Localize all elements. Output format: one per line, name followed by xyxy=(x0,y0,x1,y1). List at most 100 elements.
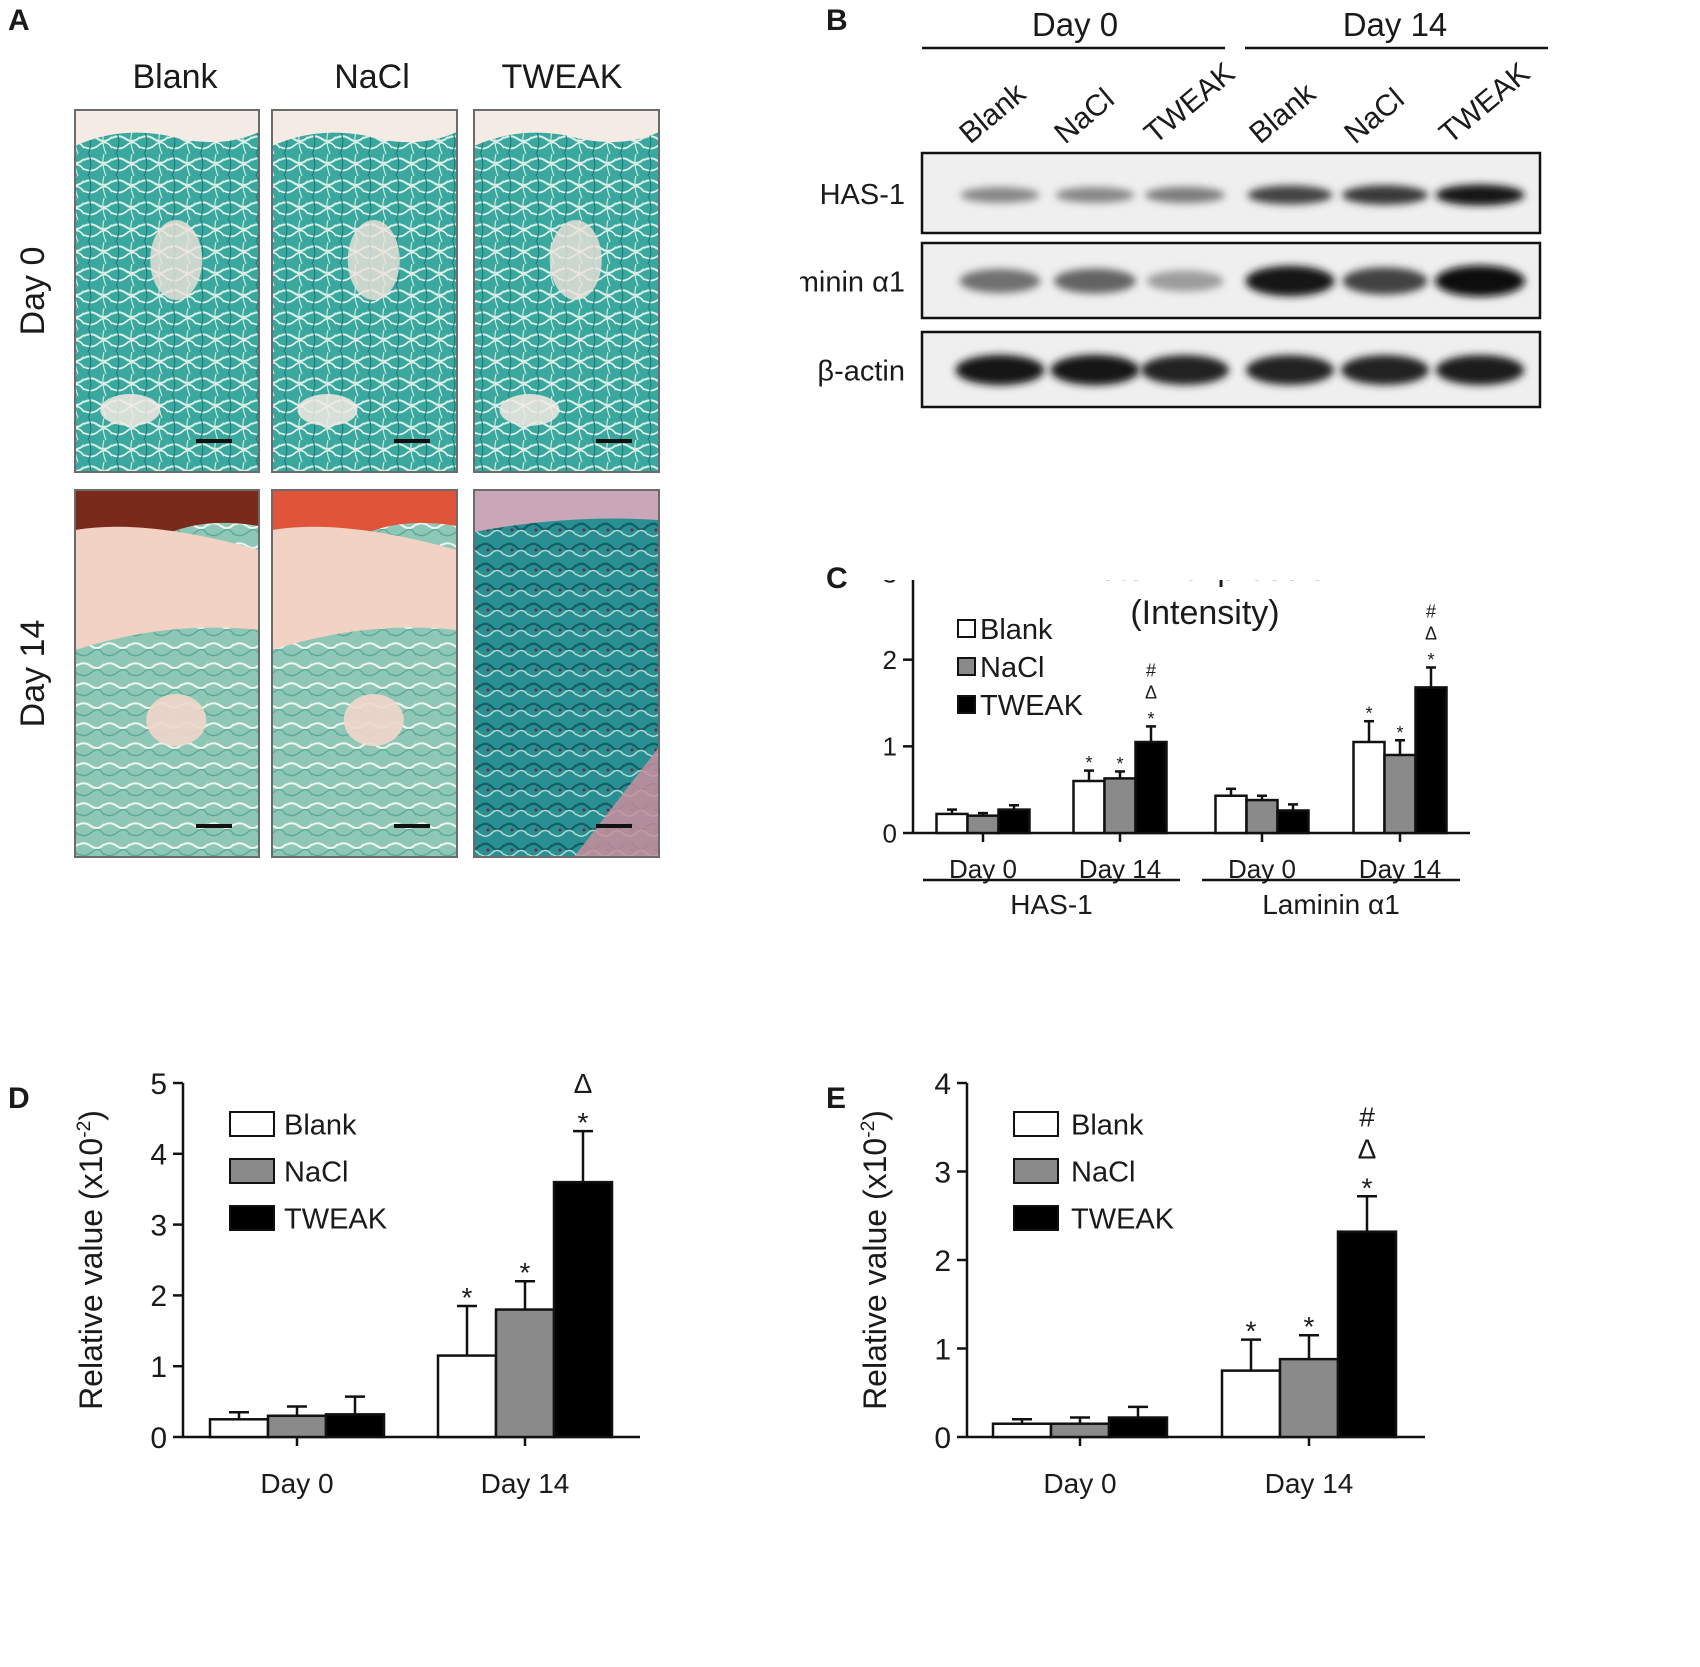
blot-has-1: HAS-1 xyxy=(820,151,1542,235)
scale-bar xyxy=(596,824,632,828)
legend-label-tweak: TWEAK xyxy=(980,690,1084,722)
bar-nacl xyxy=(966,814,1000,835)
pale-region xyxy=(297,394,358,426)
y-tick-label: 4 xyxy=(934,1070,951,1101)
legend-swatch-nacl xyxy=(957,657,976,676)
bar-nacl xyxy=(494,1308,556,1439)
blot-band xyxy=(1342,267,1428,295)
blot-row-label: Laminin α1 xyxy=(800,267,905,299)
column-label-tweak: TWEAK xyxy=(502,58,623,96)
legend-swatch-nacl xyxy=(229,1158,275,1184)
bar-tweak xyxy=(1336,1230,1398,1439)
legend-label-blank: Blank xyxy=(1071,1109,1144,1141)
image-border xyxy=(271,489,458,858)
legend-label-blank: Blank xyxy=(980,614,1053,646)
significance-mark: * xyxy=(1365,704,1372,724)
blot-band xyxy=(1435,265,1525,297)
histology-panel: Blank NaCl TWEAK Day 0 Day 14 xyxy=(14,58,660,858)
bar-tweak xyxy=(1414,686,1448,835)
y-tick-label: 2 xyxy=(883,645,897,675)
bar-nacl xyxy=(1383,753,1417,835)
panel-c-letter: C xyxy=(826,562,848,595)
bar-blank xyxy=(208,1418,270,1439)
blot-band xyxy=(1054,268,1136,294)
significance-mark: * xyxy=(1085,753,1092,773)
bar-nacl xyxy=(1049,1422,1111,1439)
legend-label-nacl: NaCl xyxy=(284,1156,348,1188)
bar-nacl xyxy=(266,1414,328,1439)
scale-bar xyxy=(596,439,632,443)
blot-band xyxy=(1247,185,1333,205)
legend-swatch-blank xyxy=(1013,1111,1059,1137)
significance-mark: * xyxy=(520,1257,531,1288)
epidermis-edge xyxy=(75,110,259,146)
bar-blank xyxy=(1220,1369,1282,1439)
bar-blank xyxy=(1352,740,1386,835)
panel-b-letter: B xyxy=(826,4,848,37)
column-label-nacl: NaCl xyxy=(334,58,410,96)
group-label: HAS-1 xyxy=(1010,889,1092,920)
scale-bar xyxy=(196,824,232,828)
bar-tweak xyxy=(552,1180,614,1439)
significance-mark: * xyxy=(1147,709,1154,729)
lane-label: TWEAK xyxy=(1433,57,1536,151)
blot-band xyxy=(1141,355,1229,385)
blot-band xyxy=(1435,355,1525,385)
significance-mark: * xyxy=(578,1107,589,1138)
significance-mark: * xyxy=(1427,650,1434,670)
blot-row-label: HAS-1 xyxy=(820,179,905,211)
bar-blank xyxy=(991,1422,1053,1439)
laminin-mrna-chart: Laminin α1 mRNARelative value (x10-2)012… xyxy=(857,1070,1425,1499)
hair-follicle xyxy=(146,694,207,746)
significance-mark: Δ xyxy=(1425,623,1437,643)
blot-band xyxy=(1245,265,1335,297)
significance-mark: # xyxy=(1426,601,1436,621)
histology-image-day-14-nacl xyxy=(271,489,458,858)
x-tick-label: Day 0 xyxy=(260,1468,333,1499)
protein-expression-chart: Protein expression(Intensity)Relative va… xyxy=(883,580,1470,920)
panel-e-letter: E xyxy=(826,1082,847,1115)
group-label: Laminin α1 xyxy=(1262,889,1400,920)
pale-region xyxy=(549,220,602,300)
bar-blank xyxy=(935,812,969,835)
bar-tweak xyxy=(997,808,1031,835)
blot-band xyxy=(1145,186,1225,204)
bar-nacl xyxy=(1245,798,1279,835)
significance-mark: # xyxy=(1146,660,1156,680)
pale-region xyxy=(100,394,161,426)
y-tick-label: 1 xyxy=(883,732,897,762)
significance-mark: # xyxy=(1359,1101,1375,1132)
image-border xyxy=(271,109,458,473)
pale-region xyxy=(499,394,560,426)
bar-blank xyxy=(436,1354,498,1439)
epithelium xyxy=(574,747,659,857)
chart-subtitle: (Intensity) xyxy=(1130,594,1279,632)
blot-row-label: β-actin xyxy=(817,356,905,388)
blot-band xyxy=(1341,355,1429,385)
significance-mark: * xyxy=(462,1282,473,1313)
epidermis-edge xyxy=(272,110,457,146)
legend-swatch-tweak xyxy=(957,695,976,714)
y-tick-label: 2 xyxy=(934,1245,951,1278)
significance-mark: * xyxy=(1304,1311,1315,1342)
y-axis-label: Relative value (x10-2) xyxy=(857,1110,893,1410)
pale-region xyxy=(347,220,400,300)
bar-nacl xyxy=(1278,1357,1340,1439)
image-border xyxy=(473,489,660,858)
y-tick-label: 4 xyxy=(150,1139,167,1172)
blot-band xyxy=(960,187,1040,203)
bar-tweak xyxy=(1107,1416,1169,1439)
row-label-day-0: Day 0 xyxy=(14,247,52,336)
y-tick-label: 5 xyxy=(150,1070,167,1101)
y-tick-label: 0 xyxy=(150,1422,167,1455)
x-tick-label: Day 14 xyxy=(481,1468,570,1499)
panel-d-letter: D xyxy=(8,1082,30,1115)
significance-mark: * xyxy=(1362,1172,1373,1203)
y-tick-label: 1 xyxy=(150,1351,167,1384)
blot-band xyxy=(1146,270,1224,292)
significance-mark: Δ xyxy=(1145,682,1157,702)
y-tick-label: 0 xyxy=(934,1422,951,1455)
blot-group-label-day-14: Day 14 xyxy=(1343,6,1448,43)
image-border xyxy=(473,109,660,473)
